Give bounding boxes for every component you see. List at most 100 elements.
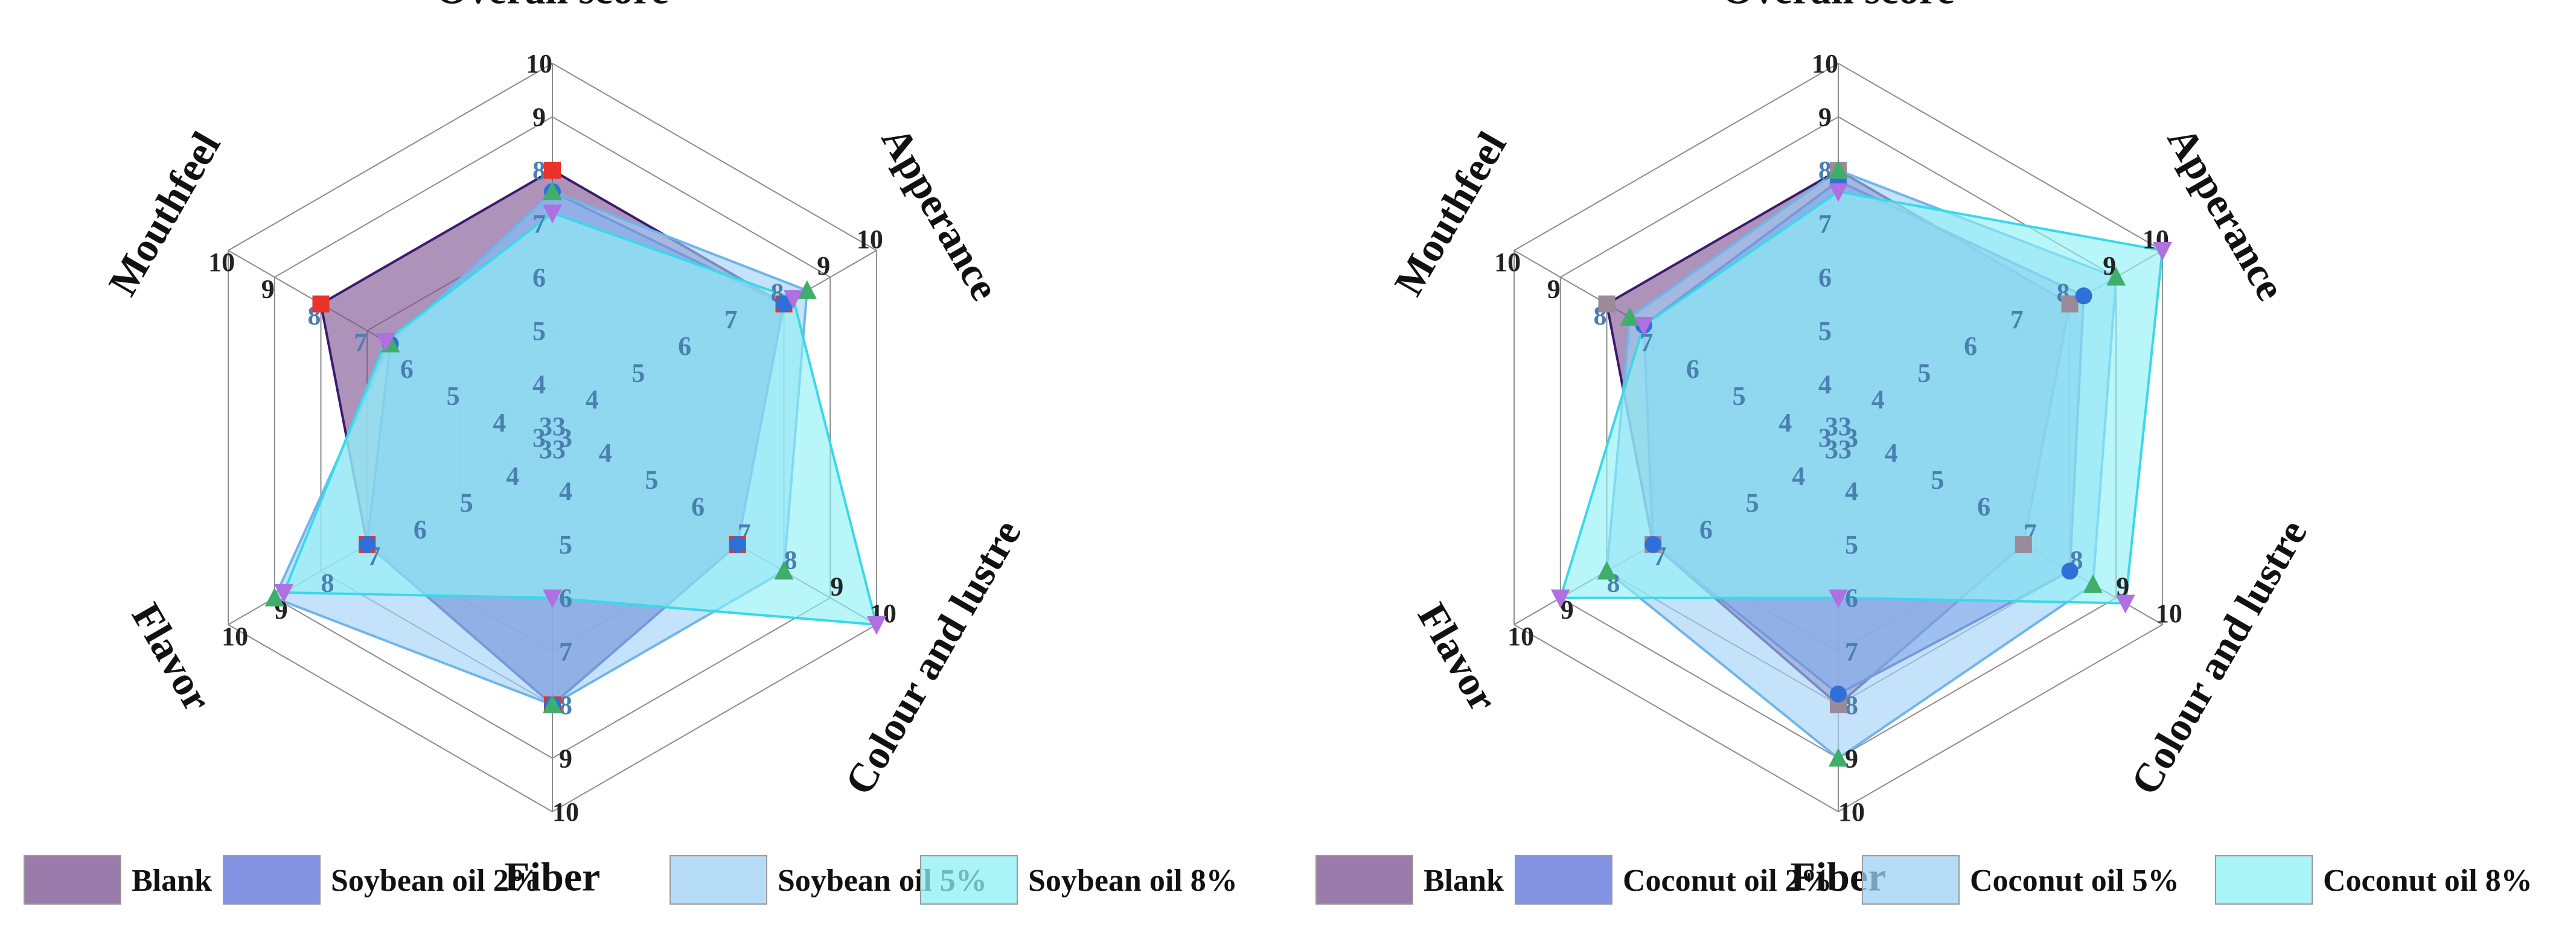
data-point-coconut-oil-5-mouthfeel[interactable] [1620, 307, 1640, 326]
tick-label-6: 6 [532, 263, 546, 292]
data-point-soybean-oil-8-overall-score[interactable] [543, 205, 562, 223]
tick-label-3: 3 [1818, 423, 1832, 453]
data-point-coconut-oil-5-overall-score[interactable] [1829, 160, 1848, 179]
tick-label-4: 4 [1845, 477, 1858, 506]
data-point-soybean-oil-8-flavor[interactable] [274, 584, 294, 603]
data-point-soybean-oil-5-overall-score[interactable] [543, 181, 562, 200]
legend-swatch-soybean-oil-5 [670, 855, 767, 905]
tick-label-9: 9 [559, 744, 572, 773]
tick-label-3: 3 [552, 435, 566, 464]
data-point-coconut-oil-8-mouthfeel[interactable] [1634, 317, 1654, 336]
radar-tick-labels: 3456789103456789103456789103456789103456… [1494, 49, 2182, 827]
radar-tick-labels: 3456789103456789103456789103456789103456… [208, 49, 896, 827]
tick-label-9: 9 [2116, 572, 2129, 602]
axis-label-overall-score: Overall score [436, 0, 669, 13]
tick-label-6: 6 [1964, 331, 1977, 361]
data-point-coconut-oil-2-fiber[interactable] [1830, 686, 1847, 703]
tick-label-9: 9 [817, 251, 830, 281]
tick-label-9: 9 [2103, 251, 2116, 281]
legend-item-coconut-oil-2[interactable]: Coconut oil 2% [1515, 855, 1832, 905]
tick-label-4: 4 [1818, 369, 1832, 399]
data-point-coconut-oil-2-flavor[interactable] [1644, 536, 1662, 553]
tick-label-9: 9 [1845, 744, 1858, 773]
tick-label-5: 5 [1931, 465, 1944, 495]
legend-item-coconut-oil-5[interactable]: Coconut oil 5% [1862, 855, 2179, 905]
tick-label-7: 7 [1640, 328, 1653, 357]
tick-label-3: 3 [1838, 435, 1852, 464]
tick-label-6: 6 [1699, 515, 1713, 544]
radar-series-group [273, 168, 878, 707]
data-point-blank-mouthfeel[interactable] [1598, 295, 1616, 313]
tick-label-3: 3 [1825, 435, 1838, 464]
tick-label-7: 7 [1818, 209, 1832, 239]
tick-label-4: 4 [506, 461, 519, 491]
tick-label-8: 8 [532, 156, 546, 185]
tick-label-6: 6 [400, 354, 414, 384]
tick-label-10: 10 [1812, 49, 1838, 78]
legend-item-blank[interactable]: Blank [24, 855, 212, 905]
legend-label-soybean-oil-8: Soybean oil 8% [1028, 864, 1238, 898]
tick-label-4: 4 [1779, 408, 1792, 438]
data-point-blank-mouthfeel[interactable] [312, 295, 330, 313]
data-point-blank-apperance[interactable] [2061, 295, 2079, 313]
tick-label-6: 6 [414, 515, 427, 544]
data-point-soybean-oil-2-apperance[interactable] [775, 295, 793, 313]
legend-swatch-blank [24, 855, 121, 905]
data-point-soybean-oil-8-colour-and-lustre[interactable] [866, 616, 886, 635]
tick-label-7: 7 [532, 209, 546, 239]
tick-label-10: 10 [1494, 247, 1521, 277]
data-point-soybean-oil-5-apperance[interactable] [797, 280, 817, 299]
data-point-coconut-oil-5-flavor[interactable] [1597, 561, 1617, 580]
data-point-coconut-oil-8-apperance[interactable] [2152, 242, 2172, 261]
data-point-coconut-oil-5-fiber[interactable] [1829, 748, 1848, 767]
data-point-coconut-oil-2-apperance[interactable] [2075, 287, 2092, 305]
tick-label-5: 5 [1746, 488, 1759, 518]
tick-label-9: 9 [532, 103, 546, 132]
data-point-coconut-oil-8-flavor[interactable] [1550, 589, 1570, 608]
tick-label-8: 8 [1818, 156, 1832, 185]
axis-label-apperance: Apperance [873, 119, 1008, 308]
data-point-soybean-oil-2-flavor[interactable] [359, 536, 376, 553]
legend-item-soybean-oil-2[interactable]: Soybean oil 2% [223, 855, 540, 905]
tick-label-5: 5 [1733, 381, 1746, 411]
tick-label-10: 10 [222, 622, 248, 651]
data-point-coconut-oil-8-overall-score[interactable] [1829, 183, 1848, 202]
tick-label-10: 10 [2156, 599, 2182, 628]
axis-label-flavor: Flavor [1409, 595, 1507, 719]
tick-label-3: 3 [559, 423, 572, 453]
tick-label-6: 6 [1845, 584, 1858, 613]
tick-label-10: 10 [526, 49, 552, 78]
data-point-coconut-oil-5-colour-and-lustre[interactable] [2083, 574, 2103, 593]
tick-label-10: 10 [208, 247, 235, 277]
data-point-coconut-oil-8-colour-and-lustre[interactable] [2115, 594, 2135, 614]
legend-swatch-soybean-oil-2 [223, 855, 321, 905]
tick-label-8: 8 [321, 568, 334, 598]
data-point-soybean-oil-8-mouthfeel[interactable] [376, 333, 395, 352]
tick-label-5: 5 [460, 488, 473, 518]
legend-swatch-soybean-oil-8 [920, 855, 1018, 905]
tick-label-10: 10 [857, 224, 883, 254]
legend-label-blank: Blank [132, 864, 212, 898]
tick-label-4: 4 [599, 438, 612, 468]
tick-label-6: 6 [678, 331, 691, 361]
data-point-coconut-oil-5-apperance[interactable] [2106, 267, 2126, 286]
legend-item-blank[interactable]: Blank [1315, 855, 1504, 905]
legend-item-soybean-oil-8[interactable]: Soybean oil 8% [920, 855, 1238, 905]
tick-label-7: 7 [1845, 637, 1858, 666]
data-point-coconut-oil-8-fiber[interactable] [1829, 589, 1848, 608]
data-point-soybean-oil-2-colour-and-lustre[interactable] [729, 536, 746, 553]
data-point-soybean-oil-5-fiber[interactable] [543, 694, 562, 713]
data-point-soybean-oil-5-flavor[interactable] [264, 587, 284, 607]
data-point-blank-overall-score[interactable] [544, 162, 561, 179]
data-point-blank-colour-and-lustre[interactable] [2015, 536, 2032, 553]
legend-label-coconut-oil-2: Coconut oil 2% [1623, 864, 1832, 898]
tick-label-4: 4 [586, 385, 599, 415]
tick-label-5: 5 [1917, 358, 1931, 387]
data-point-coconut-oil-2-colour-and-lustre[interactable] [2061, 562, 2079, 580]
data-point-soybean-oil-8-apperance[interactable] [783, 290, 803, 309]
data-point-soybean-oil-5-colour-and-lustre[interactable] [774, 561, 794, 580]
data-point-soybean-oil-8-fiber[interactable] [543, 589, 562, 608]
tick-label-5: 5 [447, 381, 460, 411]
legend-item-coconut-oil-8[interactable]: Coconut oil 8% [2215, 855, 2533, 905]
